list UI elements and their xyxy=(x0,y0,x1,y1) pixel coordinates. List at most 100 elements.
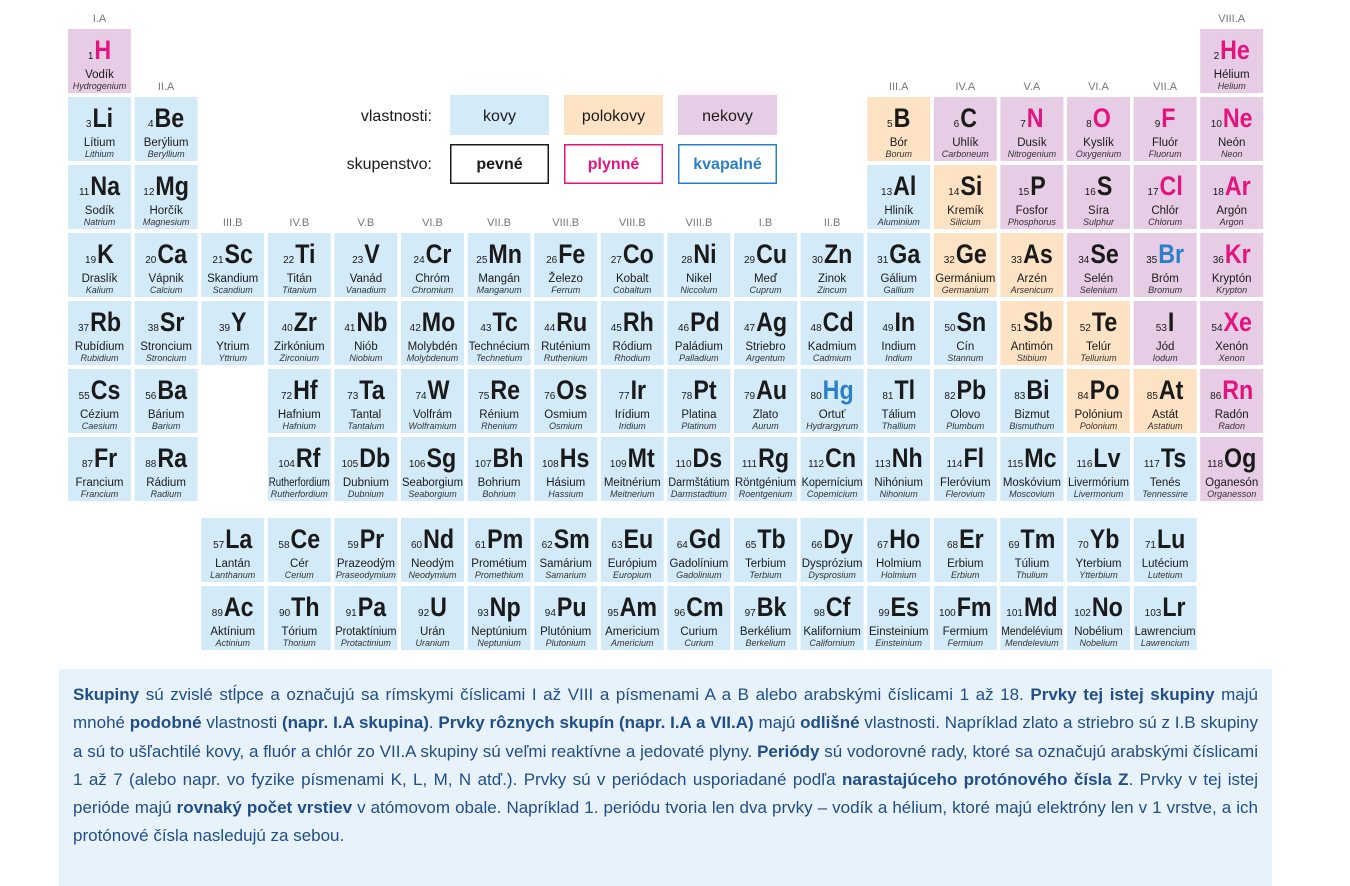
element-symbol: Cm xyxy=(686,592,723,622)
element-latin: Curium xyxy=(684,638,714,648)
element-name: Hafnium xyxy=(278,409,321,421)
element-latin: Uranium xyxy=(415,638,450,648)
element-latin: Stroncium xyxy=(146,353,187,363)
element-latin: Copernicium xyxy=(807,489,858,499)
element-cell xyxy=(467,233,531,297)
element-name: Tantal xyxy=(351,409,382,421)
atomic-number: 61 xyxy=(475,540,487,551)
element-symbol: Ho xyxy=(889,524,920,554)
element-cell xyxy=(933,586,997,650)
atomic-number: 49 xyxy=(882,323,894,334)
element-cell xyxy=(334,437,398,501)
element-symbol: Zn xyxy=(824,239,852,269)
element-symbol: Cs xyxy=(91,375,121,405)
element-symbol: P xyxy=(1030,171,1045,201)
element-latin: Protactinium xyxy=(341,638,392,648)
atomic-number: 2 xyxy=(1214,51,1220,62)
atomic-number: 89 xyxy=(212,608,224,619)
element-name: Seaborgium xyxy=(402,477,463,489)
element-name: Olovo xyxy=(950,409,980,421)
element-latin: Bromum xyxy=(1148,285,1183,295)
atomic-number: 66 xyxy=(811,540,823,551)
element-name: Túlium xyxy=(1015,558,1050,570)
element-symbol: C xyxy=(960,103,977,133)
element-latin: Hydrargyrum xyxy=(806,421,859,431)
element-symbol: Cf xyxy=(826,592,851,622)
element-name: Rubídium xyxy=(75,341,124,353)
element-cell xyxy=(933,369,997,433)
element-name: Technécium xyxy=(469,341,530,353)
atomic-number: 72 xyxy=(281,391,293,402)
element-symbol: Cn xyxy=(825,443,856,473)
element-name: Molybdén xyxy=(408,341,458,353)
element-symbol: Bh xyxy=(492,443,523,473)
legend-text: pevné xyxy=(476,156,522,173)
element-latin: Lithium xyxy=(85,149,115,159)
element-symbol: Re xyxy=(490,375,520,405)
atomic-number: 59 xyxy=(348,540,360,551)
element-latin: Ytterbium xyxy=(1079,570,1118,580)
element-symbol: Rh xyxy=(623,307,654,337)
element-cell xyxy=(667,586,731,650)
element-name: Röntgénium xyxy=(735,477,796,489)
element-latin: Neon xyxy=(1221,149,1243,159)
element-name: Uhlík xyxy=(952,137,978,149)
element-name: Vápnik xyxy=(149,273,184,285)
element-symbol: Fl xyxy=(963,443,984,473)
atomic-number: 102 xyxy=(1074,608,1091,619)
element-latin: Arsenicum xyxy=(1010,285,1054,295)
atomic-number: 7 xyxy=(1020,119,1026,130)
atomic-number: 101 xyxy=(1006,608,1023,619)
element-symbol: Pd xyxy=(690,307,720,337)
element-latin: Zincum xyxy=(816,285,847,295)
element-cell xyxy=(600,301,664,365)
element-symbol: Ge xyxy=(956,239,987,269)
element-symbol: Fr xyxy=(94,443,118,473)
element-symbol: H xyxy=(94,35,111,65)
legend-text: kvapalné xyxy=(693,156,762,173)
element-symbol: Si xyxy=(960,171,982,201)
atomic-number: 12 xyxy=(143,187,155,198)
element-name: Železo xyxy=(548,272,583,285)
element-symbol: Br xyxy=(1158,239,1184,269)
element-name: Lantán xyxy=(215,558,250,570)
element-name: Bizmut xyxy=(1014,409,1050,421)
atomic-number: 9 xyxy=(1155,119,1161,130)
element-cell xyxy=(467,301,531,365)
element-name: Yterbium xyxy=(1075,558,1121,570)
element-name: Holmium xyxy=(876,558,921,570)
element-symbol: Am xyxy=(620,592,657,622)
atomic-number: 117 xyxy=(1144,459,1160,470)
group-label: VII.B xyxy=(487,217,511,229)
element-symbol: Sr xyxy=(160,307,185,337)
element-latin: Hydrogenium xyxy=(73,81,127,91)
atomic-number: 17 xyxy=(1147,187,1159,198)
element-latin: Barium xyxy=(152,421,181,431)
element-cell xyxy=(467,437,531,501)
atomic-number: 41 xyxy=(344,323,356,334)
element-cell xyxy=(667,437,731,501)
element-latin: Sulphur xyxy=(1083,217,1115,227)
element-latin: Titanium xyxy=(282,285,317,295)
element-latin: Seaborgium xyxy=(408,489,457,499)
element-symbol: Dy xyxy=(823,524,853,554)
element-symbol: Md xyxy=(1024,592,1058,622)
element-symbol: Se xyxy=(1090,239,1118,269)
element-latin: Neodymium xyxy=(408,570,457,580)
element-cell xyxy=(734,518,797,582)
atomic-number: 92 xyxy=(418,608,430,619)
atomic-number: 21 xyxy=(212,255,224,266)
atomic-number: 42 xyxy=(410,323,422,334)
element-symbol: Sb xyxy=(1023,307,1053,337)
element-latin: Cobaltum xyxy=(613,285,652,295)
element-symbol: Ra xyxy=(157,443,188,473)
element-symbol: As xyxy=(1023,239,1053,269)
element-symbol: La xyxy=(225,524,253,554)
element-latin: Carboneum xyxy=(942,149,990,159)
element-name: Samárium xyxy=(539,558,591,570)
element-symbol: Mt xyxy=(628,443,655,473)
element-symbol: Sc xyxy=(225,239,253,269)
element-name: Livermórium xyxy=(1068,477,1129,489)
element-symbol: Eu xyxy=(624,524,654,554)
element-symbol: W xyxy=(428,375,450,405)
